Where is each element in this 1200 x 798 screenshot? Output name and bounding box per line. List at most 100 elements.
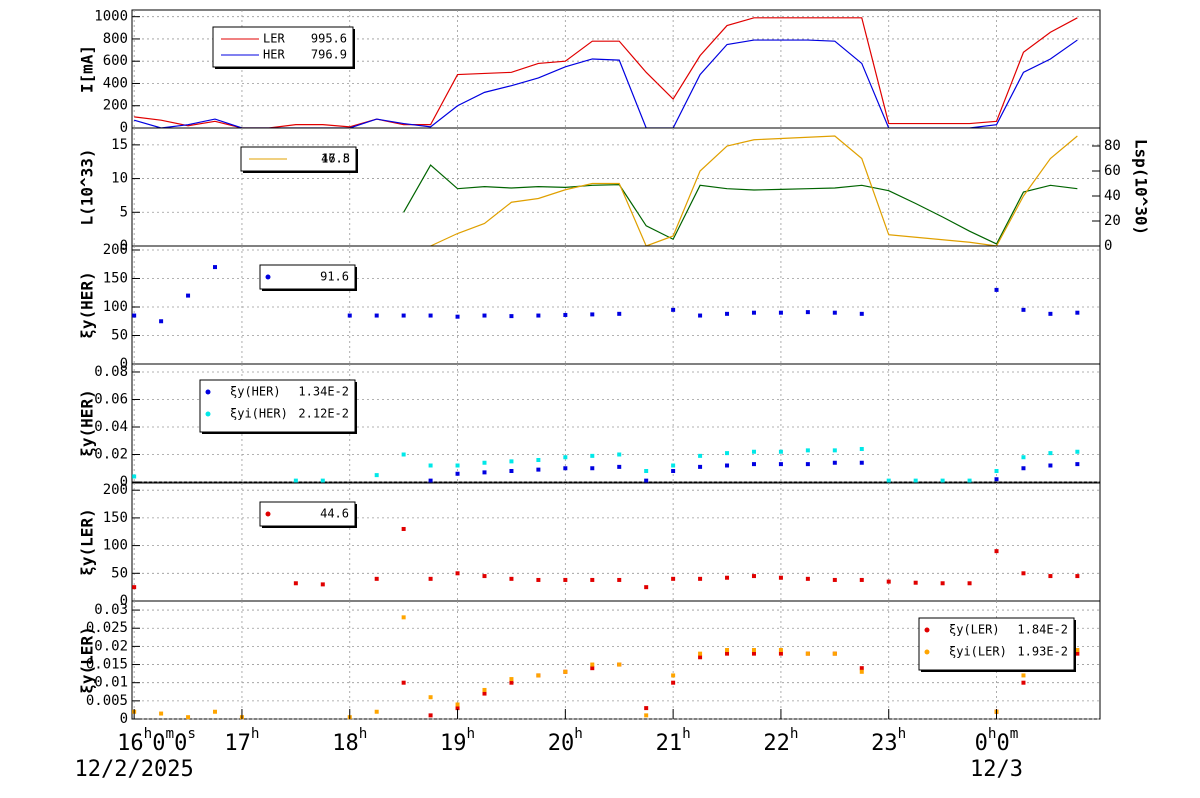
x-tick-label: 20h <box>548 726 583 756</box>
data-point <box>671 576 676 581</box>
x-tick-label: 0h0m <box>975 726 1019 756</box>
data-point <box>374 576 379 581</box>
data-point <box>778 651 783 656</box>
data-point <box>1075 449 1080 454</box>
data-point <box>590 662 595 667</box>
y-tick-label: 50 <box>111 327 128 343</box>
data-point <box>455 706 460 711</box>
data-point <box>832 651 837 656</box>
data-point <box>428 478 433 483</box>
data-point <box>859 577 864 582</box>
data-point <box>401 452 406 457</box>
data-point <box>1021 673 1026 678</box>
y2-tick-label: 80 <box>1104 138 1121 154</box>
data-point <box>967 478 972 483</box>
data-point <box>994 287 999 292</box>
data-point <box>698 655 703 660</box>
data-point <box>401 526 406 531</box>
legend-box <box>259 501 356 527</box>
y-tick-label: 1000 <box>94 9 128 25</box>
data-point <box>671 468 676 473</box>
data-point <box>482 687 487 692</box>
y2-tick-label: 20 <box>1104 213 1121 229</box>
data-point <box>751 574 756 579</box>
data-point <box>536 673 541 678</box>
data-point <box>401 615 406 620</box>
x-tick-label: 18h <box>332 726 367 756</box>
y-axis-label: I[mA] <box>78 45 97 93</box>
data-point <box>805 448 810 453</box>
panel-frame <box>131 127 1101 247</box>
data-point <box>751 648 756 653</box>
data-point <box>428 695 433 700</box>
data-point <box>186 293 191 298</box>
x-tick-label: 16h0m0s <box>117 726 196 756</box>
y2-tick-label: 0 <box>1104 238 1112 254</box>
data-point <box>913 478 918 483</box>
y-tick-label: 100 <box>103 299 128 315</box>
legend-value: 1.34E-2 <box>298 385 349 399</box>
data-point <box>725 648 730 653</box>
data-point <box>482 574 487 579</box>
data-point <box>832 310 837 315</box>
y-tick-label: 15 <box>111 137 128 153</box>
data-point <box>186 715 191 720</box>
data-point <box>805 462 810 467</box>
legend-box <box>259 264 356 290</box>
data-point <box>617 662 622 667</box>
data-point <box>374 709 379 714</box>
y-tick-label: 0.08 <box>94 364 128 380</box>
data-point <box>967 581 972 586</box>
legend-value: 44.6 <box>320 507 349 521</box>
data-point <box>482 691 487 696</box>
data-point <box>132 585 137 590</box>
data-point <box>536 467 541 472</box>
data-point <box>644 713 649 718</box>
data-point <box>1048 463 1053 468</box>
data-point <box>455 571 460 576</box>
data-point <box>428 313 433 318</box>
y-axis-label: ξy(LER) <box>78 508 97 575</box>
data-point <box>536 313 541 318</box>
data-point <box>159 711 164 716</box>
legend-value: 91.6 <box>320 270 349 284</box>
data-point <box>671 463 676 468</box>
panel-frame <box>131 245 1101 365</box>
y-tick-label: 0.005 <box>86 693 128 709</box>
x-tick-label: 22h <box>763 726 798 756</box>
data-point <box>1048 311 1053 316</box>
data-point <box>644 706 649 711</box>
data-point <box>509 576 514 581</box>
data-point <box>590 312 595 317</box>
legend-box <box>212 26 354 68</box>
legend-value: 1.93E-2 <box>1017 645 1068 659</box>
y-tick-label: 10 <box>111 171 128 187</box>
data-point <box>913 580 918 585</box>
data-point <box>590 666 595 671</box>
data-point <box>590 453 595 458</box>
x-tick-label: 19h <box>440 726 475 756</box>
y-tick-label: 200 <box>103 482 128 498</box>
legend-name: LER <box>263 32 285 46</box>
data-point <box>886 478 891 483</box>
data-point <box>1075 462 1080 467</box>
x-tick-label: 21h <box>656 726 691 756</box>
y-axis-label: L(10^33) <box>78 148 97 225</box>
data-point <box>132 313 137 318</box>
data-point <box>671 680 676 685</box>
data-point <box>293 478 298 483</box>
legend-box <box>199 379 356 433</box>
data-point <box>132 474 137 479</box>
y-tick-label: 0.025 <box>86 620 128 636</box>
data-point <box>1021 680 1026 685</box>
legend-name: HER <box>263 48 285 62</box>
data-point <box>347 313 352 318</box>
data-point <box>1021 571 1026 576</box>
legend-value: 17.5 <box>321 152 350 166</box>
data-point <box>590 577 595 582</box>
data-point <box>725 463 730 468</box>
data-point <box>698 313 703 318</box>
y-tick-label: 200 <box>103 242 128 258</box>
y-tick-label: 150 <box>103 270 128 286</box>
